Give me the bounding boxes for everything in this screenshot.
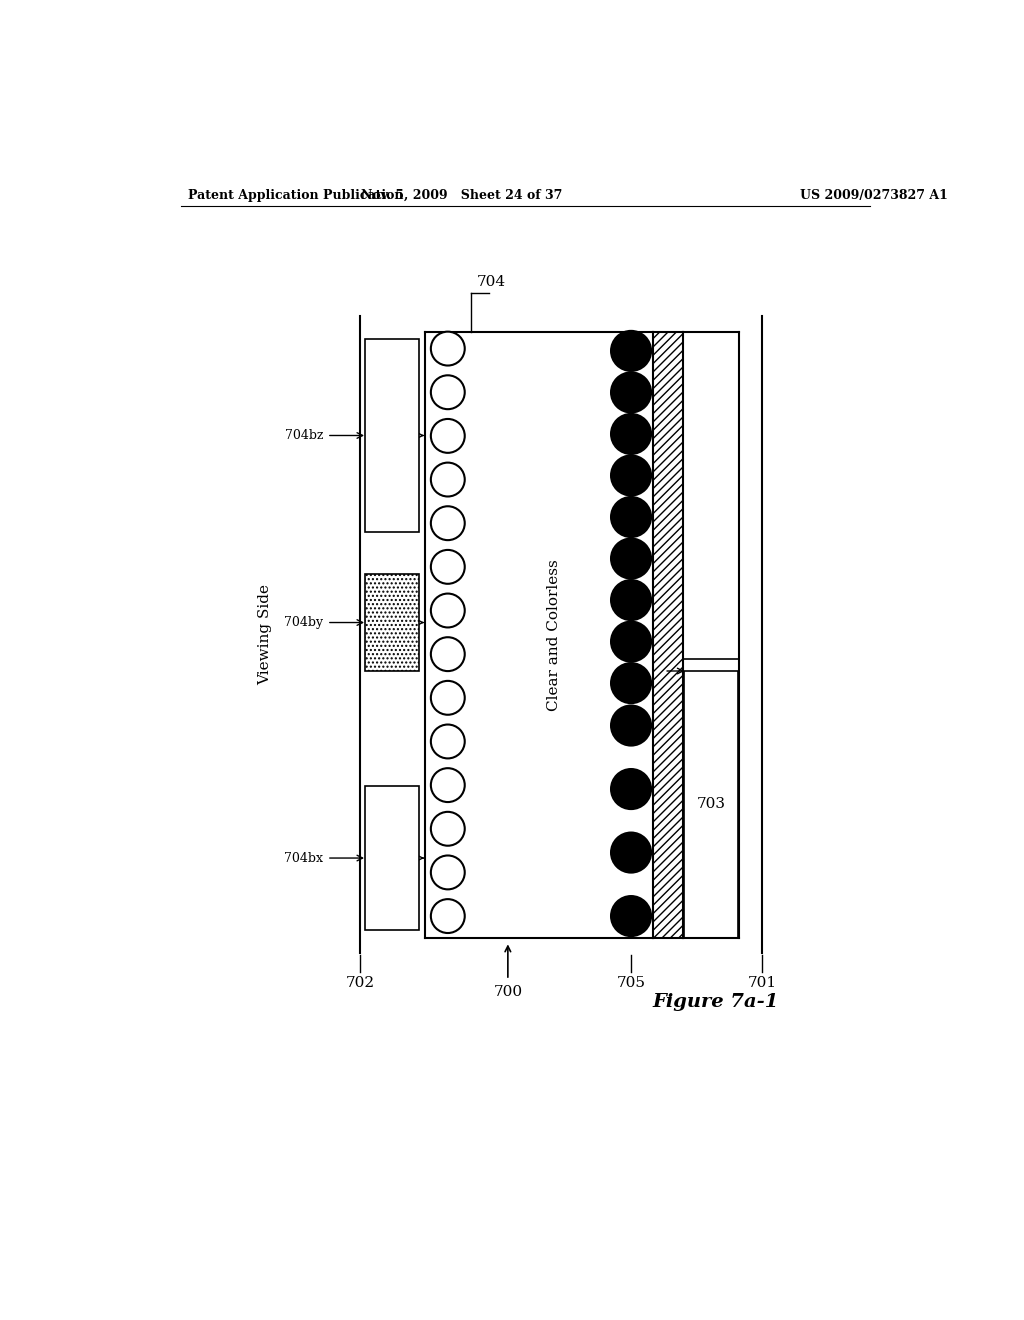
Text: 702: 702 — [345, 977, 375, 990]
Bar — [652, 331, 683, 937]
Circle shape — [611, 455, 651, 495]
Text: 704: 704 — [477, 276, 506, 289]
Circle shape — [611, 896, 651, 936]
Circle shape — [431, 638, 465, 671]
Text: Nov. 5, 2009   Sheet 24 of 37: Nov. 5, 2009 Sheet 24 of 37 — [361, 189, 562, 202]
Circle shape — [611, 372, 651, 412]
Circle shape — [431, 681, 465, 714]
Circle shape — [431, 899, 465, 933]
Text: Viewing Side: Viewing Side — [258, 585, 272, 685]
Circle shape — [611, 770, 651, 809]
Circle shape — [611, 414, 651, 454]
Text: Figure 7a-1: Figure 7a-1 — [652, 993, 779, 1011]
Circle shape — [431, 331, 465, 366]
Text: 704bz: 704bz — [285, 429, 323, 442]
Bar — [684, 671, 738, 937]
Circle shape — [611, 833, 651, 873]
Circle shape — [431, 594, 465, 627]
Circle shape — [431, 550, 465, 583]
Text: Patent Application Publication: Patent Application Publication — [188, 189, 403, 202]
Circle shape — [431, 768, 465, 803]
Text: 705: 705 — [616, 977, 645, 990]
Circle shape — [431, 725, 465, 759]
Circle shape — [611, 663, 651, 704]
Bar — [366, 574, 419, 671]
Circle shape — [431, 507, 465, 540]
Circle shape — [431, 375, 465, 409]
Circle shape — [431, 462, 465, 496]
Circle shape — [611, 331, 651, 371]
Text: 700: 700 — [494, 985, 522, 999]
Text: US 2009/0273827 A1: US 2009/0273827 A1 — [801, 189, 948, 202]
Text: 701: 701 — [748, 977, 776, 990]
Circle shape — [611, 539, 651, 578]
Circle shape — [611, 579, 651, 620]
Bar — [366, 339, 419, 532]
Text: 704by: 704by — [284, 616, 323, 630]
Text: Clear and Colorless: Clear and Colorless — [547, 558, 561, 710]
Bar — [366, 787, 419, 929]
Circle shape — [431, 812, 465, 846]
Circle shape — [611, 498, 651, 537]
Circle shape — [431, 855, 465, 890]
Circle shape — [611, 622, 651, 661]
Bar — [683, 331, 739, 659]
Circle shape — [611, 705, 651, 746]
Text: 704bx: 704bx — [284, 851, 323, 865]
Circle shape — [431, 418, 465, 453]
Text: 703: 703 — [696, 797, 726, 812]
